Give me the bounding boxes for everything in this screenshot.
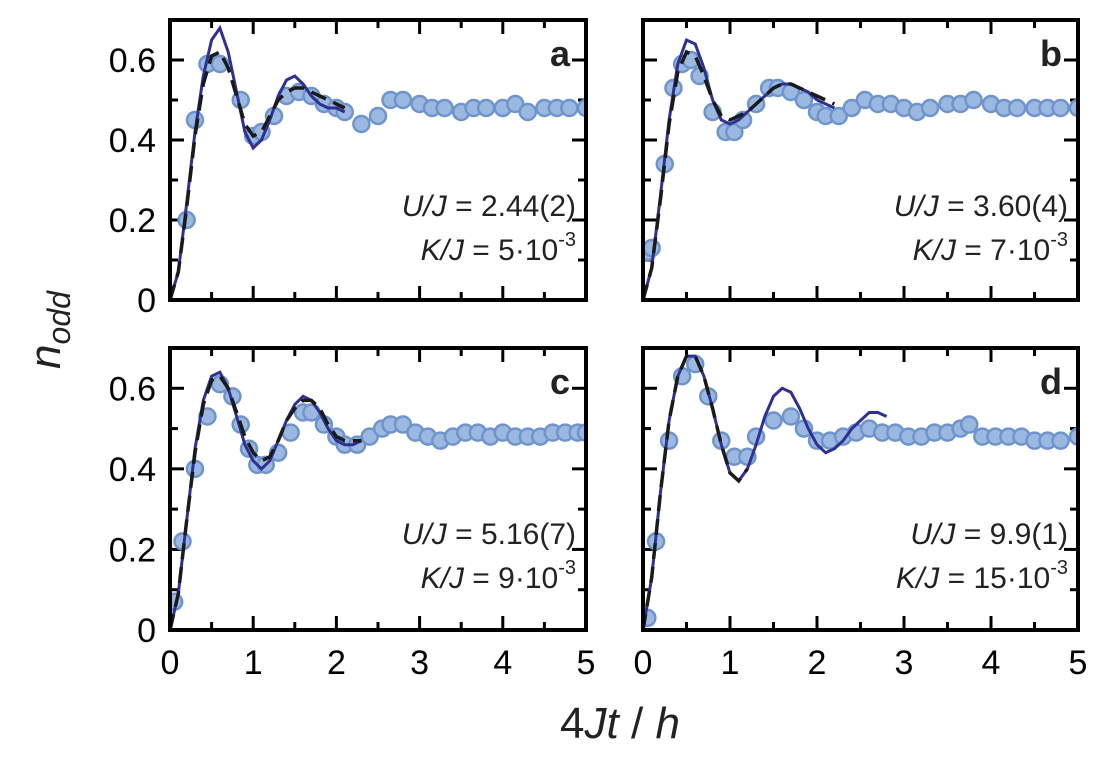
y-tick-label: 0.4 xyxy=(109,122,156,160)
plot-area-d xyxy=(643,354,1078,630)
data-point xyxy=(781,407,801,426)
plot-area-b xyxy=(643,37,1078,300)
x-tick-label: 1 xyxy=(721,644,740,682)
y-tick-label: 0.6 xyxy=(109,370,156,408)
y-tick-label: 0 xyxy=(137,612,156,650)
data-point xyxy=(393,90,413,110)
panel-a: 0 0.2 0.4 0.6 a U/J = 2.44(2) K/J = 5·10-3 xyxy=(109,18,588,320)
x-tick-label: 3 xyxy=(895,644,914,682)
x-tick-label: 5 xyxy=(1069,644,1088,682)
annotation-k: K/J = 5·10-3 xyxy=(421,229,576,267)
data-point xyxy=(842,98,862,118)
panel-frame xyxy=(168,18,588,302)
data-point xyxy=(518,102,538,122)
data-point xyxy=(643,238,661,258)
data-point xyxy=(964,90,983,110)
panel-frame xyxy=(168,346,588,632)
theory-line-solid xyxy=(170,370,363,630)
panel-frame xyxy=(641,18,1080,302)
data-point xyxy=(829,106,848,126)
theory-line-dashed xyxy=(643,354,749,630)
data-point xyxy=(368,106,388,126)
y-tick-label: 0.6 xyxy=(109,42,156,80)
theory-line-dashed xyxy=(643,49,836,300)
data-point xyxy=(1051,431,1070,450)
panel-c: 0 0.2 0.4 0.6 0 1 2 3 4 5 c U/J = 5.16(7) K/J = 9·10… xyxy=(109,346,596,682)
panel-letter: a xyxy=(550,33,571,74)
svg-text:nodd: nodd xyxy=(21,290,77,369)
y-axis-title: nodd xyxy=(21,290,77,369)
data-point xyxy=(794,90,814,110)
annotation-k: K/J = 15·10-3 xyxy=(896,557,1068,595)
x-axis-title-h: h xyxy=(655,699,679,748)
annotation-u: U/J = 2.44(2) xyxy=(402,190,576,223)
y-tick-label: 0.2 xyxy=(109,531,156,569)
plot-area-a xyxy=(170,24,586,300)
panel-letter: b xyxy=(1040,33,1062,74)
annotation-u: U/J = 9.9(1) xyxy=(910,518,1068,551)
data-point xyxy=(476,98,496,118)
x-tick-label: 2 xyxy=(808,644,827,682)
data-point xyxy=(725,122,744,142)
data-point xyxy=(1051,98,1070,118)
x-tick-label: 1 xyxy=(244,644,263,682)
annotation-k: K/J = 7·10-3 xyxy=(913,229,1068,267)
panel-letter: d xyxy=(1040,361,1062,402)
x-axis-title-var: Jt xyxy=(584,699,621,748)
y-axis-title-sub: odd xyxy=(41,290,77,345)
x-tick-label: 0 xyxy=(634,644,653,682)
data-point xyxy=(352,114,371,134)
y-axis-title-base: n xyxy=(21,344,70,368)
y-tick-label: 0 xyxy=(137,282,156,320)
theory-line-solid xyxy=(643,354,888,630)
y-tick-label: 0.2 xyxy=(109,202,156,240)
x-tick-label: 4 xyxy=(982,644,1001,682)
panel-d: 0 1 2 3 4 5 d U/J = 9.9(1) K/J = 15·10-3 xyxy=(634,346,1088,682)
theory-line-dashed xyxy=(170,49,346,300)
x-tick-label: 0 xyxy=(161,644,180,682)
theory-line-dashed xyxy=(170,373,362,630)
y-tick-label: 0.4 xyxy=(109,451,156,489)
data-point xyxy=(764,411,783,430)
panel-b: b U/J = 3.60(4) K/J = 7·10-3 xyxy=(641,18,1080,302)
plot-area-c xyxy=(170,370,586,630)
x-axis-title-slash: / xyxy=(619,699,656,748)
x-axis-title: 4Jt / h xyxy=(560,699,680,748)
panel-letter: c xyxy=(550,361,570,402)
x-tick-label: 5 xyxy=(577,644,596,682)
data-point xyxy=(920,98,940,118)
x-tick-label: 3 xyxy=(410,644,429,682)
annotation-u: U/J = 5.16(7) xyxy=(402,518,576,551)
panel-frame xyxy=(641,346,1080,632)
data-point xyxy=(960,415,979,434)
data-point xyxy=(435,98,454,118)
theory-line-solid xyxy=(170,24,346,300)
annotation-u: U/J = 3.60(4) xyxy=(894,190,1068,223)
x-axis-title-number: 4 xyxy=(560,699,584,748)
x-tick-label: 4 xyxy=(493,644,512,682)
annotation-k: K/J = 9·10-3 xyxy=(421,557,576,595)
data-point xyxy=(1007,98,1027,118)
x-tick-label: 2 xyxy=(327,644,346,682)
data-point xyxy=(560,98,579,118)
